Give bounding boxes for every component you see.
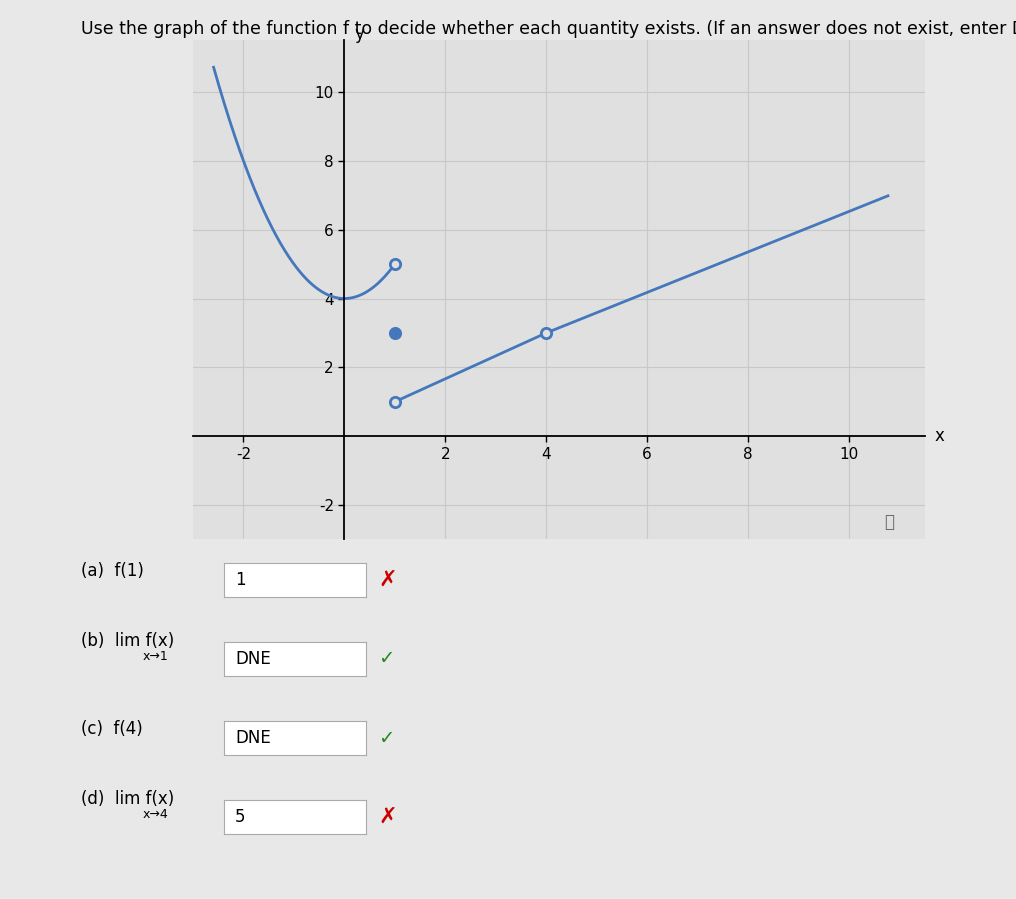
Text: ✓: ✓ bbox=[378, 649, 394, 669]
Text: (c)  f(4): (c) f(4) bbox=[81, 720, 143, 738]
Text: x→1: x→1 bbox=[142, 650, 168, 663]
Text: 1: 1 bbox=[235, 571, 246, 589]
Text: Use the graph of the function f to decide whether each quantity exists. (If an a: Use the graph of the function f to decid… bbox=[81, 20, 1016, 38]
Text: ✗: ✗ bbox=[378, 807, 396, 827]
Text: DNE: DNE bbox=[235, 729, 270, 747]
Point bbox=[387, 325, 403, 340]
Text: (d)  lim f(x): (d) lim f(x) bbox=[81, 790, 175, 808]
Text: ⓘ: ⓘ bbox=[884, 513, 894, 531]
Text: (a)  f(1): (a) f(1) bbox=[81, 562, 144, 580]
Text: DNE: DNE bbox=[235, 650, 270, 668]
Text: ✓: ✓ bbox=[378, 728, 394, 748]
Point bbox=[538, 325, 555, 340]
Text: ✗: ✗ bbox=[378, 570, 396, 590]
Point bbox=[387, 257, 403, 271]
Text: 5: 5 bbox=[235, 808, 246, 826]
Text: y: y bbox=[355, 24, 365, 42]
Text: x→4: x→4 bbox=[142, 808, 168, 821]
Text: (b)  lim f(x): (b) lim f(x) bbox=[81, 632, 175, 650]
Point bbox=[387, 395, 403, 409]
Text: x: x bbox=[935, 427, 945, 445]
